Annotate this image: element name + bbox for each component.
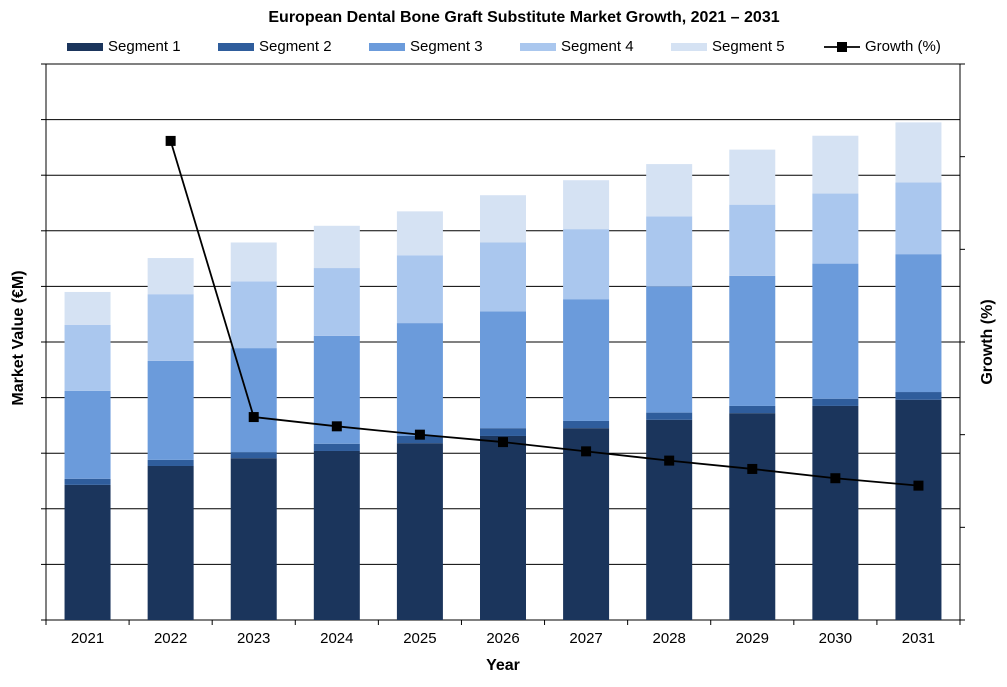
bar-segment (812, 398, 859, 406)
bar-segment (563, 428, 610, 620)
bar-segment (812, 405, 859, 620)
bar-segment (64, 484, 111, 620)
x-tick-label: 2025 (403, 630, 436, 647)
bar-segment (729, 149, 776, 205)
growth-marker (165, 135, 176, 146)
x-tick-label: 2024 (320, 630, 353, 647)
bar-segment (230, 452, 277, 459)
growth-marker (248, 412, 259, 423)
growth-marker (664, 455, 675, 466)
growth-marker (913, 480, 924, 491)
growth-marker (581, 446, 592, 457)
growth-marker (498, 437, 508, 448)
x-tick-label: 2028 (652, 630, 685, 647)
growth-marker (830, 473, 841, 484)
bar-segment (563, 299, 610, 421)
growth-marker (414, 429, 425, 440)
x-tick-label: 2030 (819, 630, 852, 647)
bar-segment (563, 180, 610, 230)
bar-segment (812, 193, 859, 264)
bar-segment (646, 286, 693, 413)
bar-segment (147, 294, 194, 361)
bar-segment (895, 254, 942, 393)
x-tick-label: 2029 (736, 630, 769, 647)
bar-segment (646, 412, 693, 420)
bar-segment (313, 450, 360, 620)
legend-swatch (671, 43, 707, 51)
x-tick-label: 2027 (569, 630, 602, 647)
bar-segment (646, 164, 693, 217)
bar-segment (563, 420, 610, 429)
bar-segment (64, 291, 111, 325)
x-tick-label: 2026 (486, 630, 519, 647)
bar-segment (230, 242, 277, 282)
bar-segment (64, 390, 111, 479)
bar-segment (895, 182, 942, 255)
x-axis-label: Year (486, 657, 520, 674)
legend-label: Segment 4 (561, 38, 634, 55)
bar-segment (729, 405, 776, 414)
bar-segment (812, 263, 859, 399)
bar-segment (313, 225, 360, 269)
bar-segment (230, 458, 277, 620)
bar-segment (396, 211, 443, 256)
bar-segment (64, 478, 111, 485)
legend-label: Segment 2 (259, 38, 332, 55)
bar-segment (646, 216, 693, 287)
bar-segment (147, 459, 194, 466)
bar-segment (396, 255, 443, 324)
bar-segment (563, 229, 610, 300)
bar-segment (812, 135, 859, 194)
x-tick-label: 2023 (237, 630, 270, 647)
bar-segment (480, 435, 526, 620)
x-tick-label: 2021 (71, 630, 104, 647)
bar-segment (147, 465, 194, 620)
legend-label: Segment 5 (712, 38, 785, 55)
chart-title: European Dental Bone Graft Substitute Ma… (268, 9, 779, 26)
bar-segment (646, 419, 693, 620)
legend-swatch (218, 43, 254, 51)
bar-segment (480, 195, 526, 243)
bar-segment (895, 122, 942, 183)
y-axis-label: Market Value (€M) (10, 270, 27, 405)
y2-axis-label: Growth (%) (979, 299, 996, 384)
legend-swatch (369, 43, 405, 51)
legend-marker (837, 42, 847, 52)
legend-label: Growth (%) (865, 38, 941, 55)
bar-segment (729, 275, 776, 406)
growth-marker (747, 463, 758, 474)
bar-segment (480, 428, 526, 436)
x-tick-label: 2022 (154, 630, 187, 647)
bar-segment (147, 360, 194, 460)
legend-label: Segment 1 (108, 38, 181, 55)
bar-segment (147, 258, 194, 295)
bar-segment (313, 268, 360, 336)
legend-label: Segment 3 (410, 38, 483, 55)
legend-swatch (67, 43, 103, 51)
growth-line (169, 140, 919, 487)
bar-segment (895, 399, 942, 620)
x-tick-label: 2031 (902, 630, 935, 647)
bar-segment (64, 324, 111, 391)
bar-segment (396, 443, 443, 620)
bar-segment (729, 413, 776, 620)
bar-segment (729, 204, 776, 276)
bar-segment (480, 242, 526, 312)
bar-segment (230, 281, 277, 349)
bar-segment (313, 443, 360, 451)
legend-swatch (520, 43, 556, 51)
bar-segment (480, 311, 526, 429)
bar-segment (895, 392, 942, 400)
bar-segment (396, 323, 443, 436)
growth-marker (331, 421, 342, 432)
